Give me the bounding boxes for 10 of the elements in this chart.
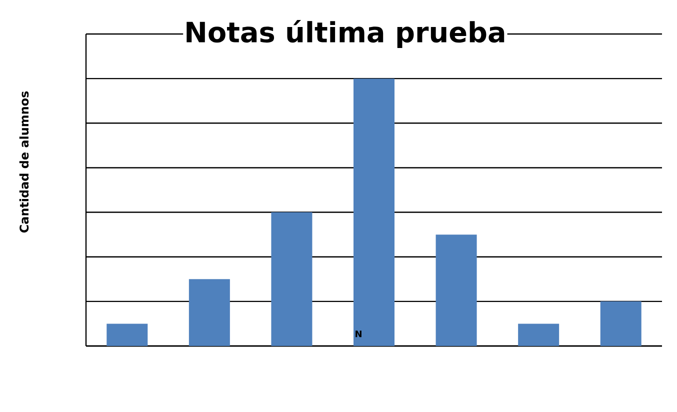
chart-title: Notas última prueba [186, 20, 504, 48]
bar [600, 301, 642, 346]
bar [188, 279, 230, 346]
x-axis-title: N [356, 330, 362, 338]
y-axis-title: Cantidad de alumnos [19, 91, 29, 233]
bar [518, 324, 560, 346]
bar [354, 78, 395, 346]
bar [271, 212, 312, 346]
bar [106, 324, 148, 346]
bar [436, 234, 477, 346]
